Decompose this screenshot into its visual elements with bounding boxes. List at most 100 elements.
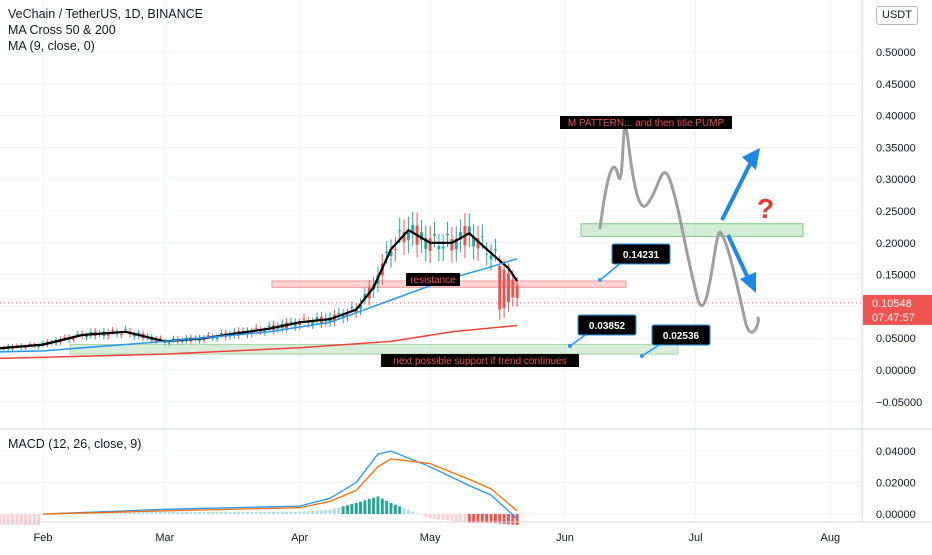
macd-histogram-bar [319, 510, 323, 514]
candle-body [437, 246, 441, 250]
candle-body [158, 338, 162, 340]
macd-histogram-bar [341, 506, 345, 514]
macd-histogram-bar [502, 514, 506, 524]
x-tick-label: Aug [821, 532, 841, 544]
y-tick-label: 0.25000 [876, 206, 916, 218]
macd-histogram-bar [367, 499, 371, 514]
candle-body [180, 340, 184, 342]
candle-body [24, 346, 28, 348]
x-tick-label: Apr [291, 532, 308, 544]
candle-body [311, 322, 315, 325]
candle-body [315, 317, 319, 320]
y-tick-label: 0.05000 [876, 333, 916, 345]
macd-histogram-bar [515, 514, 519, 526]
macd-histogram-bar [337, 507, 341, 514]
candle-body [341, 314, 345, 318]
macd-histogram-bar [285, 511, 289, 514]
candle-body [167, 342, 171, 344]
candle-body [172, 338, 175, 340]
candle-body [489, 255, 493, 260]
macd-histogram-bar [406, 509, 410, 514]
candle-body [402, 232, 406, 243]
macd-histogram-bar [0, 514, 1, 526]
macd-histogram-bar [206, 511, 210, 514]
macd-histogram-bar [237, 511, 241, 514]
macd-histogram-bar [476, 514, 480, 523]
candle-body [85, 336, 88, 338]
callout-1-box [611, 243, 671, 265]
macd-legend[interactable]: MACD (12, 26, close, 9) [8, 437, 142, 451]
indicator-ma9[interactable]: MA (9, close, 0) [8, 39, 95, 53]
macd-histogram-bar [259, 511, 262, 514]
macd-line [42, 450, 518, 520]
candle-body [511, 279, 515, 298]
macd-histogram-bar [454, 514, 458, 522]
macd-histogram-bar [11, 514, 15, 526]
macd-histogram-bar [306, 511, 310, 514]
symbol-title[interactable]: VeChain / TetherUS, 1D, BINANCE [8, 7, 203, 21]
candle-body [63, 337, 67, 339]
macd-histogram-bar [245, 511, 249, 514]
candle-body [346, 314, 349, 316]
macd-histogram-bar [106, 512, 110, 514]
macd-histogram-bar [215, 511, 219, 514]
macd-histogram-bar [280, 511, 284, 514]
macd-histogram-bar [71, 513, 75, 515]
macd-histogram-bar [398, 506, 402, 514]
macd-histogram-bar [328, 509, 332, 514]
resistance-label: resistance [410, 275, 456, 286]
macd-histogram-bar [302, 511, 306, 514]
macd-histogram-bar [315, 510, 319, 514]
macd-histogram-bar [111, 512, 115, 514]
macd-histogram-bar [41, 514, 45, 515]
candle-body [506, 273, 510, 303]
macd-histogram-bar [32, 514, 36, 526]
callout-3-dot [640, 354, 644, 358]
macd-histogram-bar [67, 513, 71, 515]
currency-button[interactable]: USDT [876, 6, 918, 25]
candle-body [254, 327, 258, 329]
candle-body [446, 233, 450, 235]
callout-3-box [651, 324, 711, 346]
candle-body [206, 335, 210, 337]
candle-body [433, 234, 436, 236]
candle-body [263, 330, 267, 333]
macd-histogram-bar [172, 511, 175, 514]
callout-1-dot [598, 278, 602, 282]
macd-histogram-bar [89, 513, 93, 515]
macd-histogram-bar [241, 511, 245, 514]
current-price-box [863, 294, 932, 325]
macd-histogram-bar [219, 511, 223, 514]
y-tick-label: 0.50000 [876, 47, 916, 59]
candle-body [419, 232, 423, 241]
candle-body [132, 334, 136, 337]
candle-body [389, 251, 393, 257]
macd-histogram-bar [98, 512, 102, 514]
macd-histogram-bar [350, 504, 354, 514]
candle-body [76, 333, 80, 335]
candle-body [485, 253, 489, 255]
ma-line [0, 324, 518, 360]
macd-histogram-bar [250, 511, 254, 514]
macd-histogram-bar [137, 512, 141, 514]
up-arrow-head [742, 148, 760, 170]
y-tick-label: −0.05000 [876, 397, 922, 409]
candle-body [476, 237, 480, 249]
indicator-ma-cross[interactable]: MA Cross 50 & 200 [8, 23, 116, 37]
macd-histogram-bar [193, 511, 197, 514]
question-mark: ? [757, 193, 774, 224]
macd-histogram-bar [63, 513, 67, 515]
candle-body [472, 236, 476, 247]
candle-body [398, 230, 402, 232]
down-arrow-shaft [726, 234, 750, 279]
macd-histogram-bar [154, 511, 158, 514]
candle-body [424, 238, 428, 249]
macd-y-tick-label: 0.04000 [876, 446, 916, 458]
macd-histogram-bar [272, 511, 276, 514]
candle-body [219, 333, 223, 335]
callout-2-box [577, 314, 637, 336]
macd-y-tick-label: 0.00000 [876, 509, 916, 521]
m-pattern-drawing [598, 125, 760, 334]
